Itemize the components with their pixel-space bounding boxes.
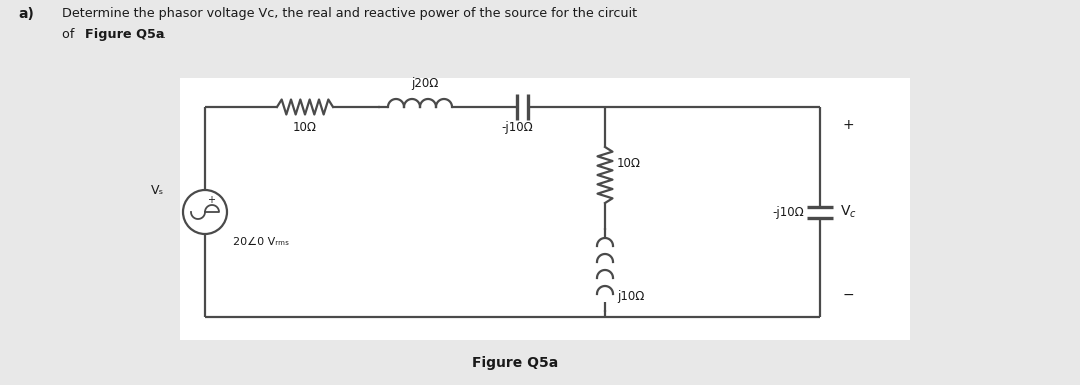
Text: -j10Ω: -j10Ω	[501, 121, 532, 134]
Text: Determine the phasor voltage Vc, the real and reactive power of the source for t: Determine the phasor voltage Vc, the rea…	[62, 7, 637, 20]
Text: Figure Q5a: Figure Q5a	[85, 28, 164, 41]
Text: Vₛ: Vₛ	[150, 184, 163, 196]
Text: -j10Ω: -j10Ω	[772, 206, 804, 219]
Bar	[180, 78, 910, 340]
Text: Figure Q5a: Figure Q5a	[472, 356, 558, 370]
Text: of: of	[62, 28, 79, 41]
Text: j20Ω: j20Ω	[411, 77, 438, 90]
Text: +: +	[207, 195, 215, 205]
Text: 10Ω: 10Ω	[617, 157, 642, 170]
Text: V$_c$: V$_c$	[840, 204, 856, 220]
Text: .: .	[162, 28, 166, 41]
Text: a): a)	[18, 7, 33, 21]
Text: 20∠0 Vᵣₘₛ: 20∠0 Vᵣₘₛ	[233, 237, 289, 247]
Text: +: +	[842, 118, 854, 132]
Text: 10Ω: 10Ω	[293, 121, 318, 134]
Text: j10Ω: j10Ω	[617, 290, 645, 303]
Text: −: −	[842, 288, 854, 302]
